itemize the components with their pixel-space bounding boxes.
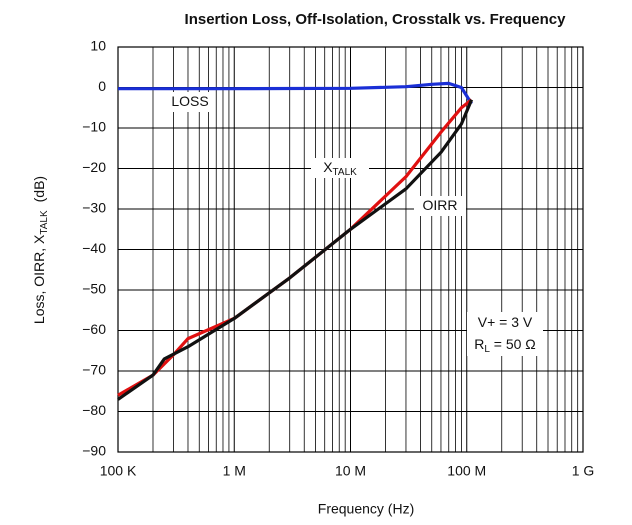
annotation: OIRR (423, 197, 458, 213)
series-line (117, 99, 474, 401)
x-tick-label: 1 G (572, 463, 595, 479)
annotation-tail: = 50 Ω (490, 336, 536, 352)
series-line (118, 81, 473, 105)
x-tick-label: 10 M (335, 463, 366, 479)
chart-title: Insertion Loss, Off-Isolation, Crosstalk… (185, 11, 567, 28)
annotation-text: R (474, 336, 484, 352)
annotation-text: LOSS (171, 93, 208, 109)
y-axis-label: Loss, OIRR, XTALK (dB) (31, 176, 50, 324)
x-axis-label: Frequency (Hz) (318, 501, 414, 517)
y-tick-label: −60 (82, 321, 106, 337)
y-tick-label: −40 (82, 240, 106, 256)
annotation-text: X (323, 159, 333, 175)
x-tick-label: 1 M (223, 463, 246, 479)
annotation: LOSS (171, 93, 208, 109)
y-tick-label: −30 (82, 200, 106, 216)
annotation-text: V+ = 3 V (478, 314, 533, 330)
x-tick-label: 100 M (447, 463, 486, 479)
annotation-sub: L (484, 344, 490, 355)
y-tick-label: −10 (82, 119, 106, 135)
annotation-bg (467, 312, 543, 356)
annotation-sub: TALK (333, 167, 358, 178)
annotation-bg (414, 196, 466, 216)
annotation: XTALK (323, 159, 357, 178)
y-label-main: Loss, OIRR, X (31, 234, 47, 324)
y-label-sub: TALK (39, 210, 50, 235)
y-tick-label: −80 (82, 402, 106, 418)
annotation: V+ = 3 V (478, 314, 533, 330)
y-tick-label: 0 (98, 78, 106, 94)
y-tick-label: −70 (82, 362, 106, 378)
y-tick-label: −50 (82, 281, 106, 297)
y-tick-label: 10 (90, 38, 106, 54)
annotation-bg (165, 92, 215, 112)
x-tick-label: 100 K (100, 463, 137, 479)
y-tick-label: −90 (82, 443, 106, 459)
annotation: RL = 50 Ω (474, 336, 536, 355)
y-label-tail: (dB) (31, 176, 47, 202)
annotation-bg (311, 158, 369, 178)
y-tick-label: −20 (82, 159, 106, 175)
annotation-text: OIRR (423, 197, 458, 213)
